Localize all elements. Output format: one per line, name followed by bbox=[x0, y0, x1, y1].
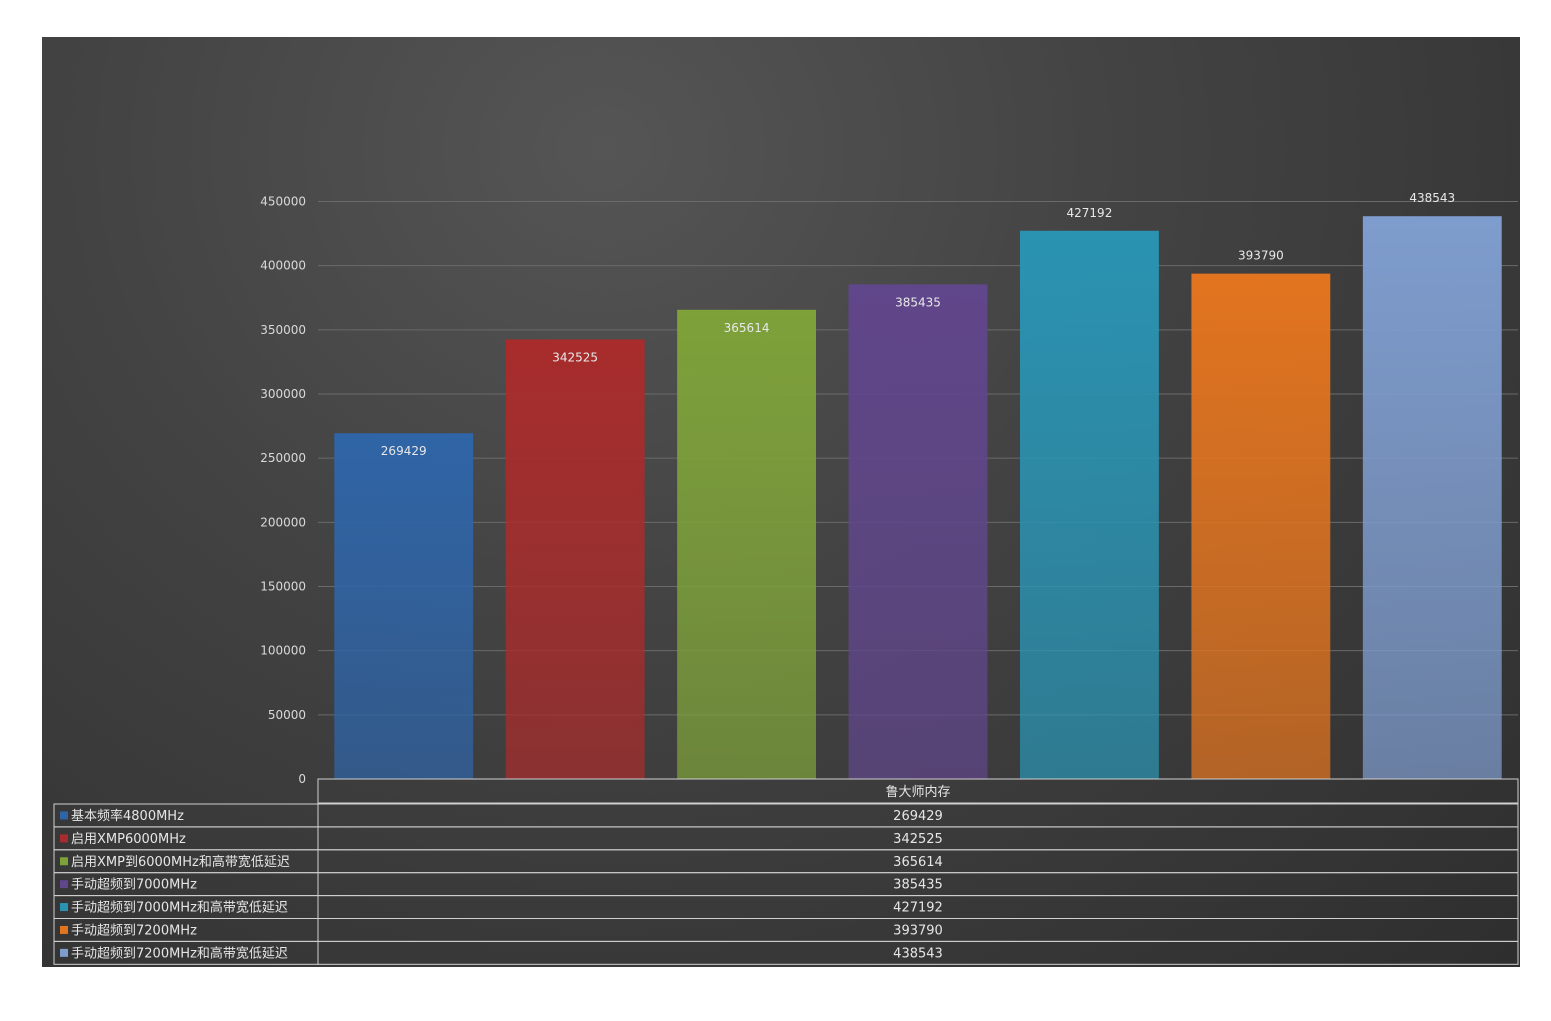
bar-chart: 0 50000 100000 150000 200000 250000 300000 3500… bbox=[53, 191, 1519, 965]
table-row-value: 427192 bbox=[893, 901, 943, 916]
table-row-value: 269429 bbox=[893, 809, 943, 824]
data-label: 438543 bbox=[1409, 191, 1455, 205]
chart-area: 0 50000 100000 150000 200000 250000 300000 3500… bbox=[42, 37, 1520, 967]
table-row-value: 393790 bbox=[893, 924, 943, 939]
y-axis-ticks: 0 50000 100000 150000 200000 250000 300000 3500… bbox=[260, 195, 306, 787]
data-label: 427192 bbox=[1067, 206, 1113, 220]
y-tick-label: 300000 bbox=[260, 387, 306, 401]
y-tick-label: 350000 bbox=[260, 323, 306, 337]
y-tick-label: 250000 bbox=[260, 451, 306, 465]
table-row-value: 385435 bbox=[893, 878, 943, 893]
table-row-label: 手动超频到7200MHz bbox=[71, 924, 197, 939]
legend-key bbox=[60, 948, 68, 957]
bar bbox=[505, 339, 645, 779]
data-label: 269429 bbox=[381, 444, 427, 458]
data-label: 393790 bbox=[1238, 249, 1284, 263]
table-row-value: 342525 bbox=[893, 832, 943, 847]
y-tick-label: 100000 bbox=[260, 644, 306, 658]
table-row-label: 手动超频到7000MHz和高带宽低延迟 bbox=[71, 900, 288, 916]
legend-key bbox=[60, 880, 68, 889]
table-row-label: 启用XMP6000MHz bbox=[71, 832, 186, 847]
legend-key bbox=[60, 834, 68, 843]
table-row-value: 365614 bbox=[893, 855, 943, 870]
y-tick-label: 50000 bbox=[268, 708, 306, 722]
bar bbox=[677, 309, 816, 779]
bar bbox=[1020, 230, 1159, 779]
table-row-value: 438543 bbox=[893, 946, 943, 961]
bar bbox=[848, 284, 988, 779]
legend-key bbox=[60, 811, 68, 820]
data-label: 365614 bbox=[724, 321, 770, 335]
legend-key bbox=[60, 857, 68, 866]
y-tick-label: 400000 bbox=[260, 259, 306, 273]
bars bbox=[334, 216, 1502, 780]
legend-key bbox=[60, 903, 68, 912]
table-row-label: 手动超频到7200MHz和高带宽低延迟 bbox=[71, 945, 288, 961]
data-label: 385435 bbox=[895, 295, 941, 309]
data-label: 342525 bbox=[552, 350, 598, 364]
table-row-label: 基本频率4800MHz bbox=[71, 808, 184, 824]
bar bbox=[1362, 216, 1502, 780]
y-tick-label: 450000 bbox=[260, 195, 306, 209]
legend-key bbox=[60, 925, 68, 934]
table-row-label: 启用XMP到6000MHz和高带宽低延迟 bbox=[71, 854, 290, 870]
table-header: 鲁大师内存 bbox=[885, 784, 950, 800]
table-row-value-cell bbox=[317, 940, 1519, 965]
bar bbox=[334, 433, 474, 779]
table-row-label: 手动超频到7000MHz bbox=[71, 878, 197, 893]
y-tick-label: 150000 bbox=[260, 580, 306, 594]
y-tick-label: 200000 bbox=[260, 515, 306, 529]
bar bbox=[1191, 273, 1331, 779]
y-tick-label: 0 bbox=[298, 772, 306, 786]
table-header-cell bbox=[317, 778, 1519, 804]
data-labels: 269429 342525 365614 385435 427192 393790 4385… bbox=[381, 191, 1455, 458]
